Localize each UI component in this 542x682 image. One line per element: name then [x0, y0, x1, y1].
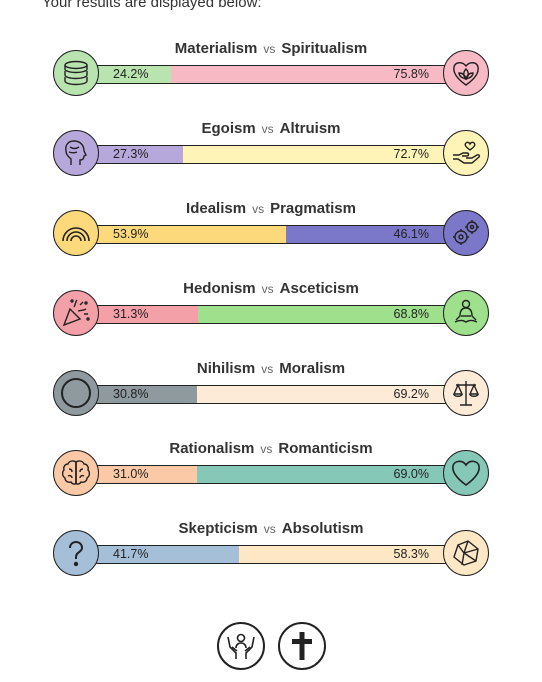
vs-label: vs: [263, 522, 276, 536]
axis-title: Egoism vs Altruism: [0, 120, 542, 140]
vs-label: vs: [261, 362, 274, 376]
head-profile-icon: [53, 130, 99, 176]
left-fill: [77, 546, 239, 563]
axis-title: Materialism vs Spiritualism: [0, 40, 542, 60]
left-percent: 41.7%: [113, 547, 149, 561]
left-fill: [77, 226, 287, 243]
axis-title: Nihilism vs Moralism: [0, 360, 542, 380]
right-label: Spiritualism: [281, 40, 368, 57]
helping-hand-icon: [443, 130, 489, 176]
vs-label: vs: [260, 442, 273, 456]
right-label: Moralism: [279, 360, 346, 377]
axis-title: Skepticism vs Absolutism: [0, 520, 542, 540]
heart-icon: [443, 450, 489, 496]
vs-label: vs: [261, 282, 274, 296]
rock-icon: [443, 530, 489, 576]
caring-hands-icon[interactable]: [217, 622, 265, 670]
left-label: Hedonism: [183, 280, 256, 297]
meditation-icon: [443, 290, 489, 336]
right-label: Pragmatism: [270, 200, 356, 217]
vs-label: vs: [263, 42, 276, 56]
vs-label: vs: [252, 202, 265, 216]
axis-idealism-pragmatism: Idealism vs Pragmatism 53.9% 46.1%: [0, 200, 542, 280]
question-mark-icon: [53, 530, 99, 576]
right-percent: 58.3%: [393, 547, 429, 561]
cross-icon[interactable]: [278, 622, 326, 670]
axis-title: Hedonism vs Asceticism: [0, 280, 542, 300]
left-fill: [77, 146, 183, 163]
lotus-heart-icon: [443, 50, 489, 96]
left-percent: 53.9%: [113, 227, 149, 241]
score-bar: 31.0% 69.0%: [76, 465, 466, 484]
axis-title: Rationalism vs Romanticism: [0, 440, 542, 460]
axis-rationalism-romanticism: Rationalism vs Romanticism 31.0% 69.0%: [0, 440, 542, 520]
right-percent: 68.8%: [393, 307, 429, 321]
axis-materialism-spiritualism: Materialism vs Spiritualism 24.2% 75.8%: [0, 40, 542, 120]
right-fill: [198, 306, 465, 323]
right-fill: [170, 66, 465, 83]
right-fill: [182, 146, 465, 163]
score-bar: 30.8% 69.2%: [76, 385, 466, 404]
left-label: Materialism: [174, 40, 258, 57]
rainbow-icon: [53, 210, 99, 256]
party-popper-icon: [53, 290, 99, 336]
left-label: Rationalism: [169, 440, 255, 457]
left-label: Idealism: [186, 200, 247, 217]
left-label: Nihilism: [196, 360, 256, 377]
right-label: Altruism: [279, 120, 341, 137]
score-bar: 24.2% 75.8%: [76, 65, 466, 84]
score-bar: 41.7% 58.3%: [76, 545, 466, 564]
left-percent: 31.3%: [113, 307, 149, 321]
left-label: Egoism: [201, 120, 256, 137]
right-label: Romanticism: [278, 440, 373, 457]
axis-nihilism-moralism: Nihilism vs Moralism 30.8% 69.2%: [0, 360, 542, 440]
right-fill: [238, 546, 465, 563]
left-percent: 30.8%: [113, 387, 149, 401]
axis-egoism-altruism: Egoism vs Altruism 27.3% 72.7%: [0, 120, 542, 200]
left-percent: 31.0%: [113, 467, 149, 481]
right-percent: 46.1%: [393, 227, 429, 241]
axis-title: Idealism vs Pragmatism: [0, 200, 542, 220]
right-fill: [196, 386, 465, 403]
vs-label: vs: [261, 122, 274, 136]
right-percent: 75.8%: [393, 67, 429, 81]
right-percent: 72.7%: [393, 147, 429, 161]
left-percent: 24.2%: [113, 67, 149, 81]
score-bar: 31.3% 68.8%: [76, 305, 466, 324]
right-label: Absolutism: [281, 520, 364, 537]
score-bar: 53.9% 46.1%: [76, 225, 466, 244]
right-percent: 69.0%: [393, 467, 429, 481]
brain-icon: [53, 450, 99, 496]
left-fill: [77, 386, 197, 403]
left-fill: [77, 66, 171, 83]
scales-icon: [443, 370, 489, 416]
axis-hedonism-asceticism: Hedonism vs Asceticism 31.3% 68.8%: [0, 280, 542, 360]
coins-icon: [53, 50, 99, 96]
void-circle-icon: [53, 370, 99, 416]
left-label: Skepticism: [178, 520, 258, 537]
left-percent: 27.3%: [113, 147, 149, 161]
right-percent: 69.2%: [393, 387, 429, 401]
left-fill: [77, 306, 199, 323]
right-label: Asceticism: [279, 280, 359, 297]
results-intro: Your results are displayed below:: [42, 0, 262, 11]
score-bar: 27.3% 72.7%: [76, 145, 466, 164]
left-fill: [77, 466, 198, 483]
gears-icon: [443, 210, 489, 256]
right-fill: [197, 466, 465, 483]
right-fill: [286, 226, 465, 243]
axis-skepticism-absolutism: Skepticism vs Absolutism 41.7% 58.3%: [0, 520, 542, 600]
